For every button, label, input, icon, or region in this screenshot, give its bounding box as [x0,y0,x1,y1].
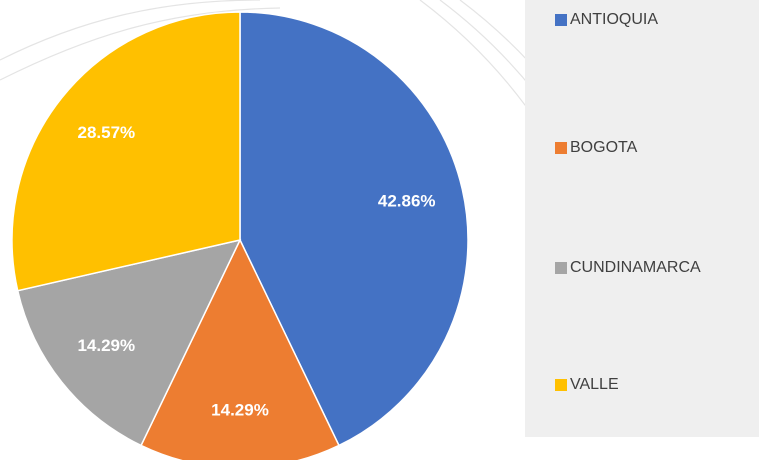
value-label: 28.57% [77,123,135,142]
legend-swatch [555,379,567,391]
pie-slice [11,11,241,292]
value-label: 14.29% [211,400,269,419]
legend-label: BOGOTA [570,139,638,156]
legend-swatch [555,262,567,274]
legend-swatch [555,14,567,26]
legend-label: CUNDINAMARCA [570,259,701,276]
legend-label: ANTIOQUIA [570,11,658,28]
legend-label: VALLE [570,376,619,393]
legend-swatch [555,142,567,154]
pie-slice [16,238,242,447]
pie-slice [239,11,469,447]
legend-box [525,0,759,437]
pie-slice [140,238,340,460]
value-label: 14.29% [77,336,135,355]
value-label: 42.86% [378,191,436,210]
